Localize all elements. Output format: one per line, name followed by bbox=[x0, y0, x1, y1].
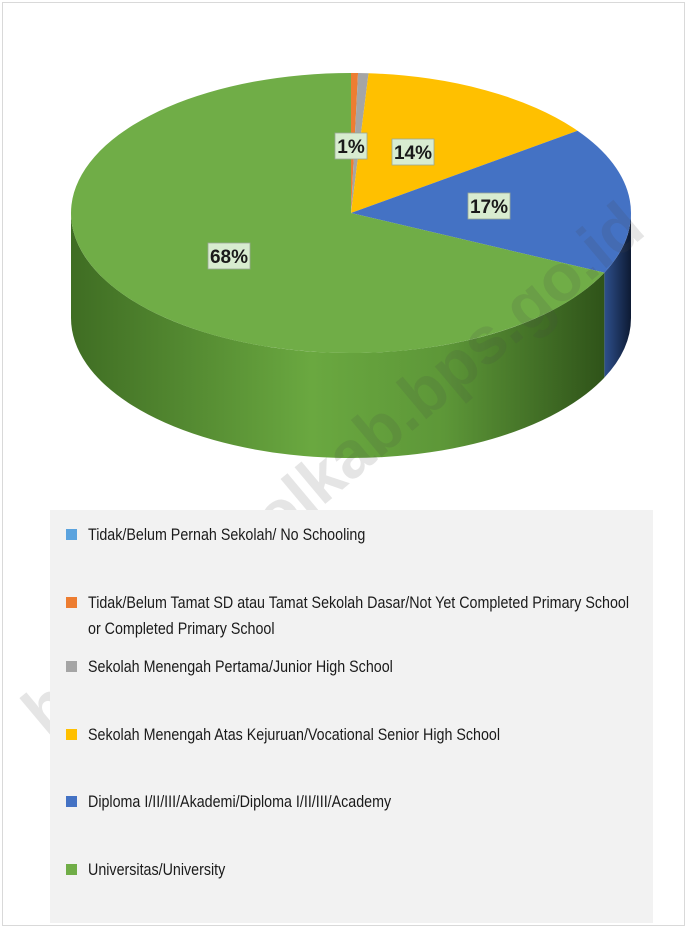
legend-item-diploma: Diploma I/II/III/Akademi/Diploma I/II/II… bbox=[66, 789, 647, 815]
legend-label: Diploma I/II/III/Akademi/Diploma I/II/II… bbox=[88, 792, 392, 811]
legend-label: Tidak/Belum Tamat SD atau Tamat Sekolah … bbox=[88, 593, 630, 638]
data-label: 17% bbox=[470, 197, 508, 218]
legend-label: Sekolah Menengah Pertama/Junior High Sch… bbox=[88, 657, 393, 676]
legend-label: Sekolah Menengah Atas Kejuruan/Vocationa… bbox=[88, 725, 501, 744]
legend-item-no-schooling: Tidak/Belum Pernah Sekolah/ No Schooling bbox=[66, 522, 647, 548]
data-label: 68% bbox=[210, 247, 248, 268]
legend: Tidak/Belum Pernah Sekolah/ No Schooling… bbox=[50, 510, 653, 923]
data-label-box bbox=[467, 192, 511, 220]
legend-swatch bbox=[66, 864, 77, 875]
data-label: 1% bbox=[337, 137, 365, 158]
legend-label: Tidak/Belum Pernah Sekolah/ No Schooling bbox=[88, 525, 366, 544]
legend-swatch bbox=[66, 796, 77, 807]
legend-item-vocational-senior-high: Sekolah Menengah Atas Kejuruan/Vocationa… bbox=[66, 722, 647, 748]
data-label-box bbox=[334, 132, 368, 160]
pie-chart: 1% 14% 17% 68% bbox=[70, 73, 631, 458]
pie-side-68pct bbox=[71, 213, 605, 458]
pie-slice bbox=[351, 73, 578, 213]
legend-swatch bbox=[66, 529, 77, 540]
legend-item-university: Universitas/University bbox=[66, 857, 647, 883]
legend-label: Universitas/University bbox=[88, 860, 226, 879]
pie-slice bbox=[70, 73, 605, 353]
data-label: 14% bbox=[394, 143, 432, 164]
data-label-box bbox=[391, 138, 435, 166]
data-label-box bbox=[207, 242, 251, 270]
legend-swatch bbox=[66, 597, 77, 608]
legend-item-junior-high: Sekolah Menengah Pertama/Junior High Sch… bbox=[66, 654, 647, 680]
legend-swatch bbox=[66, 661, 77, 672]
legend-item-primary-school: Tidak/Belum Tamat SD atau Tamat Sekolah … bbox=[66, 590, 647, 642]
pie-side-17pct bbox=[604, 213, 631, 378]
legend-swatch bbox=[66, 729, 77, 740]
